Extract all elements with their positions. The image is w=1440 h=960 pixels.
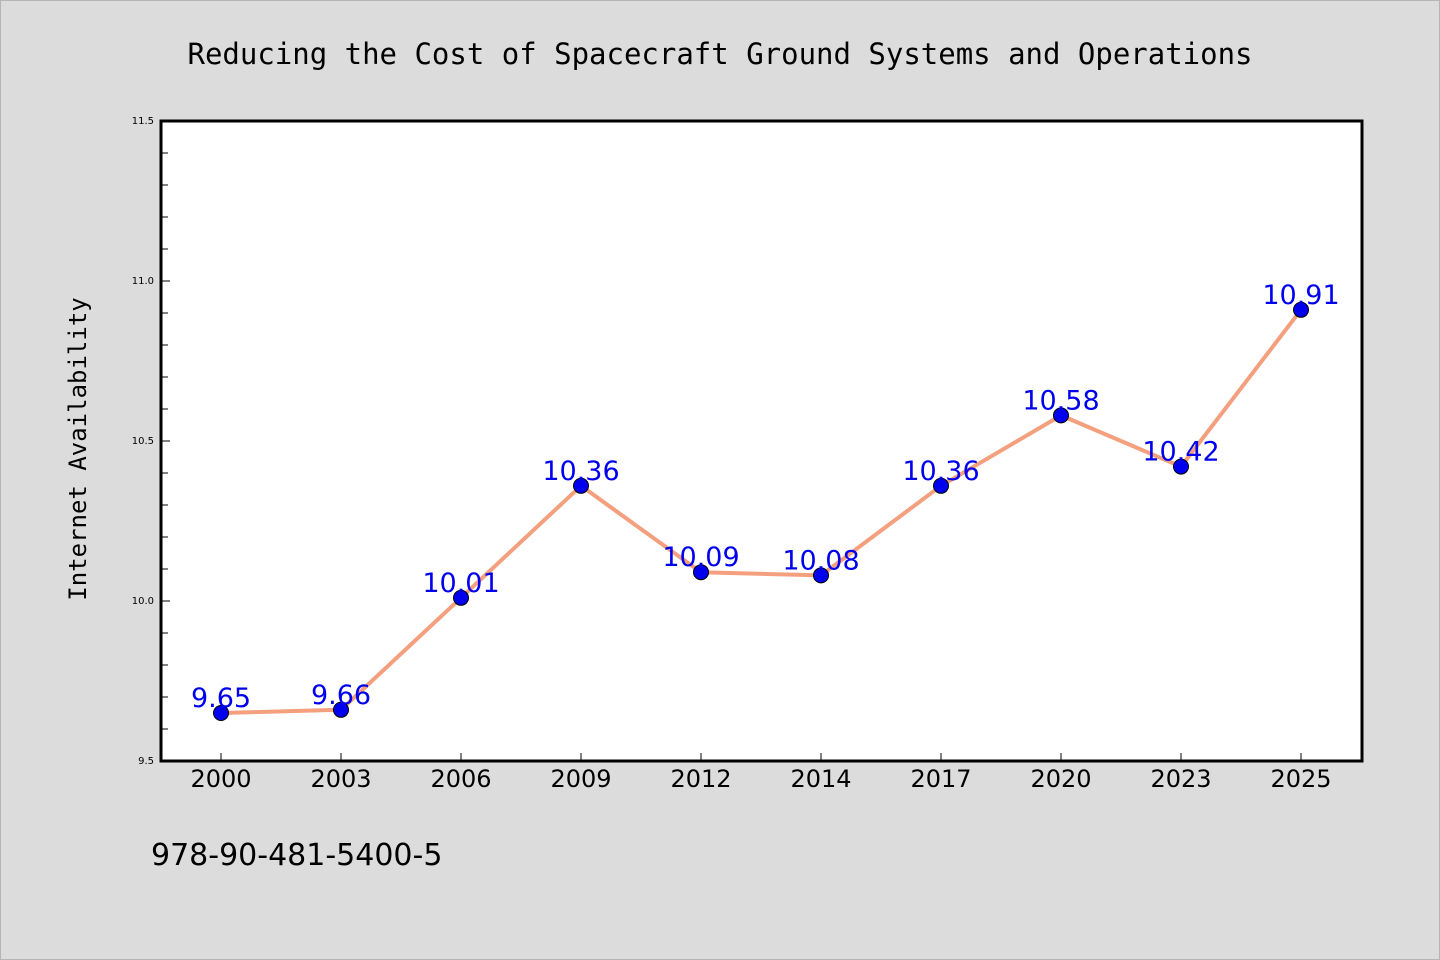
series-line-group	[219, 307, 1303, 715]
data-point-marker	[213, 705, 229, 721]
x-tick-label: 2023	[1150, 765, 1211, 793]
x-tick-label: 2014	[790, 765, 851, 793]
marker-group	[213, 301, 1309, 721]
data-point-marker	[1293, 301, 1309, 318]
y-tick-label: 11.5	[132, 116, 154, 127]
x-tick-label: 2020	[1030, 765, 1091, 793]
data-label: 10.58	[1022, 385, 1099, 416]
chart-title: Reducing the Cost of Spacecraft Ground S…	[187, 37, 1252, 71]
data-label: 9.65	[191, 683, 251, 714]
data-point-marker	[1053, 407, 1069, 424]
x-tick-label: 2000	[190, 765, 251, 793]
data-label: 10.36	[902, 456, 979, 487]
data-label: 10.36	[542, 456, 619, 487]
data-label: 9.66	[311, 680, 371, 711]
x-tick-label: 2025	[1270, 765, 1331, 793]
data-label: 10.91	[1262, 280, 1339, 311]
y-axis-label: Internet Availability	[64, 297, 92, 600]
y-tick-label: 11.0	[132, 276, 154, 287]
data-label-group: 9.65 9.66 10.01 10.36 10.09 10.08 10.36 10.58 10…	[191, 280, 1340, 714]
x-tick-label: 2017	[910, 765, 971, 793]
data-label: 10.01	[422, 568, 499, 599]
x-tick-label: 2003	[310, 765, 371, 793]
y-tick-label: 9.5	[138, 756, 154, 767]
series-line	[219, 307, 1303, 715]
data-point-marker	[573, 477, 589, 494]
x-axis: 2000 2003 2006 2009 2012 2014 2017 2020 2023 2025	[190, 753, 1332, 793]
data-label: 10.08	[782, 545, 859, 576]
y-axis: 9.5 10.0 10.5 11.0 11.5	[132, 116, 170, 767]
data-label: 10.42	[1142, 437, 1219, 468]
data-label: 10.09	[662, 542, 739, 573]
data-point-marker	[453, 589, 469, 606]
data-point-marker	[933, 477, 949, 494]
data-point-marker	[333, 701, 349, 718]
x-tick-label: 2006	[430, 765, 491, 793]
data-point-marker	[693, 564, 709, 581]
isbn-text: 978-90-481-5400-5	[151, 838, 442, 873]
y-tick-label: 10.5	[132, 436, 154, 447]
plot-area	[159, 119, 1364, 763]
data-point-marker	[1173, 458, 1189, 475]
x-tick-label: 2009	[550, 765, 611, 793]
data-point-marker	[813, 567, 829, 584]
y-tick-label: 10.0	[132, 596, 154, 607]
x-tick-label: 2012	[670, 765, 731, 793]
